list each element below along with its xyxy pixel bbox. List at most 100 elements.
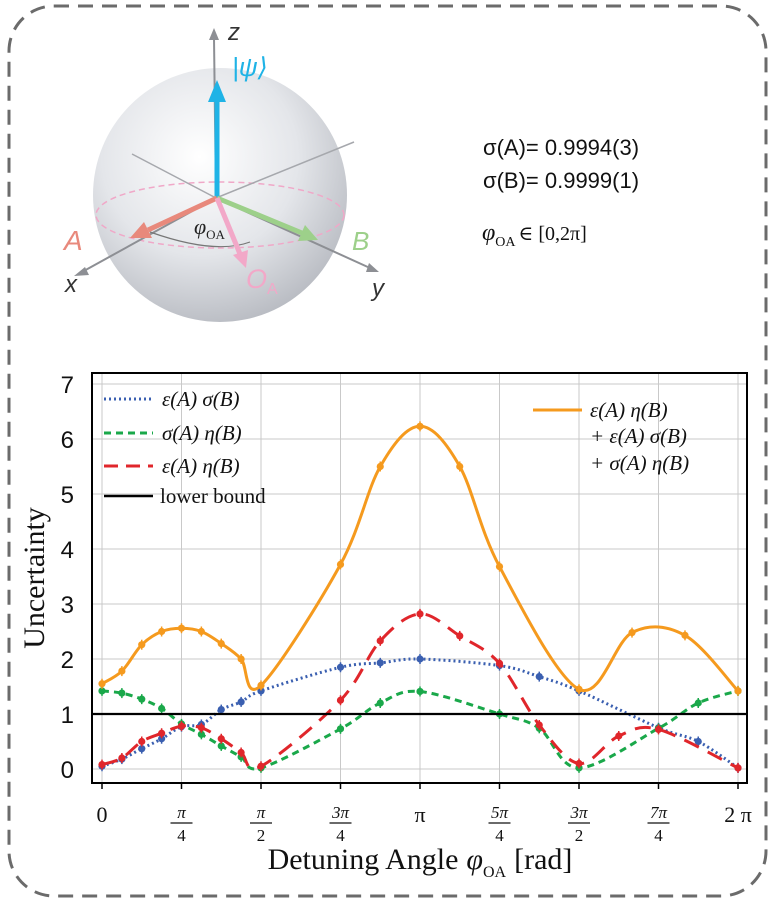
x-axis-title: Detuning Angle φOA [rad] — [268, 843, 573, 881]
uncertainty-chart: 0 1 2 3 4 5 6 7 0 π 4 π 2 3π 4 π 5π 4 3π 2 7π 4 2 π ε(A) σ(B) … — [18, 372, 752, 881]
data-point — [118, 754, 126, 762]
data-point — [575, 759, 583, 768]
stats-block: σ(A)= 0.9994(3) σ(B)= 0.9999(1) φOA ∈ [0,… — [482, 135, 639, 250]
data-point — [376, 462, 384, 471]
data-point — [416, 655, 424, 663]
sigma-b-text: σ(B)= 0.9999(1) — [483, 168, 639, 193]
data-point — [138, 695, 146, 703]
data-point — [734, 687, 742, 695]
x-axis-arrow-icon — [74, 267, 89, 276]
data-point — [456, 462, 464, 471]
data-point — [416, 687, 424, 696]
data-point — [158, 627, 166, 636]
data-point — [217, 706, 225, 714]
data-point — [535, 721, 543, 729]
data-point — [177, 722, 186, 730]
data-point — [376, 637, 384, 645]
legend-label-orange-3: + σ(A) η(B) — [590, 451, 689, 475]
data-point — [734, 764, 742, 772]
data-point — [138, 745, 146, 753]
y-axis-label: y — [370, 275, 386, 302]
data-point — [336, 560, 345, 569]
legend-left: ε(A) σ(B) σ(A) η(B) ε(A) η(B) lower boun… — [104, 387, 266, 508]
legend-label-orange-2: + ε(A) σ(B) — [590, 424, 687, 448]
x-tick-numerator: π — [177, 803, 186, 822]
legend-right: ε(A) η(B) + ε(A) σ(B) + σ(A) η(B) — [533, 398, 689, 475]
x-tick-denominator: 2 — [257, 826, 266, 845]
dashed-border — [7, 4, 768, 898]
data-point — [575, 685, 583, 693]
data-point — [495, 563, 504, 571]
legend-label-bound: lower bound — [160, 484, 266, 508]
y-tick-label: 1 — [61, 702, 74, 729]
data-point — [694, 737, 702, 746]
data-point — [158, 704, 166, 713]
data-point — [376, 699, 384, 707]
angle-arc — [149, 231, 251, 248]
axis-ticks: 0 1 2 3 4 5 6 7 0 π 4 π 2 3π 4 π 5π 4 3π 2 7π 4 2 π — [61, 372, 752, 845]
data-point — [416, 610, 424, 618]
y-tick-label: 6 — [61, 427, 74, 454]
a-arrow-icon — [130, 222, 152, 238]
data-point — [495, 659, 504, 668]
data-point — [217, 640, 225, 648]
data-point — [416, 422, 424, 430]
y-axis-arrow-icon — [366, 263, 379, 272]
a-vector-label: A — [62, 225, 83, 256]
sigma-a-text: σ(A)= 0.9994(3) — [483, 135, 639, 160]
data-point — [257, 681, 265, 690]
y-tick-label: 0 — [61, 757, 74, 784]
x-tick-denominator: 4 — [177, 826, 186, 845]
y-tick-label: 2 — [61, 647, 74, 674]
b-vector-label: B — [352, 226, 369, 256]
x-tick-label: π — [414, 802, 425, 827]
legend-label-blue: ε(A) σ(B) — [162, 387, 240, 411]
a-vector — [146, 195, 219, 233]
oa-arrow-icon — [233, 250, 248, 268]
bloch-sphere: z x y |ψ⟩ A B OA φOA — [62, 19, 386, 322]
data-point — [628, 629, 636, 637]
data-point — [237, 655, 245, 663]
data-point — [681, 631, 689, 639]
y-tick-label: 4 — [61, 537, 74, 564]
data-point — [336, 696, 345, 704]
data-point — [217, 742, 225, 750]
data-point — [98, 687, 106, 695]
series-3 — [98, 421, 742, 696]
data-point — [118, 667, 126, 675]
sphere-body — [93, 68, 347, 322]
data-point — [694, 699, 702, 707]
legend-label-orange-1: ε(A) η(B) — [590, 398, 668, 422]
x-tick-numerator: 3π — [331, 803, 350, 822]
data-point — [217, 735, 225, 743]
oa-vector — [214, 197, 243, 255]
x-tick-denominator: 2 — [575, 826, 584, 845]
y-tick-label: 7 — [61, 372, 74, 399]
data-point — [237, 748, 245, 757]
data-point — [158, 735, 166, 743]
equator-ring — [95, 181, 345, 249]
data-point — [257, 762, 265, 770]
x-tick-numerator: 7π — [650, 803, 668, 822]
data-point — [158, 729, 166, 737]
y-tick-label: 5 — [61, 482, 74, 509]
y-axis-back — [215, 141, 355, 199]
data-point — [138, 641, 146, 649]
data-point — [138, 737, 146, 746]
data-point — [336, 663, 345, 671]
data-point — [197, 627, 205, 636]
data-point — [615, 732, 623, 740]
data-point — [98, 680, 106, 688]
phi-oa-label: φOA — [194, 214, 226, 242]
series-2 — [98, 608, 742, 773]
data-point — [177, 624, 186, 632]
data-point — [98, 761, 106, 769]
x-tick-denominator: 4 — [495, 826, 504, 845]
data-point — [456, 632, 464, 640]
data-point — [197, 730, 205, 738]
z-axis-arrow-icon — [209, 28, 219, 40]
psi-arrow-icon — [208, 80, 226, 102]
legend-label-green: σ(A) η(B) — [162, 421, 242, 445]
